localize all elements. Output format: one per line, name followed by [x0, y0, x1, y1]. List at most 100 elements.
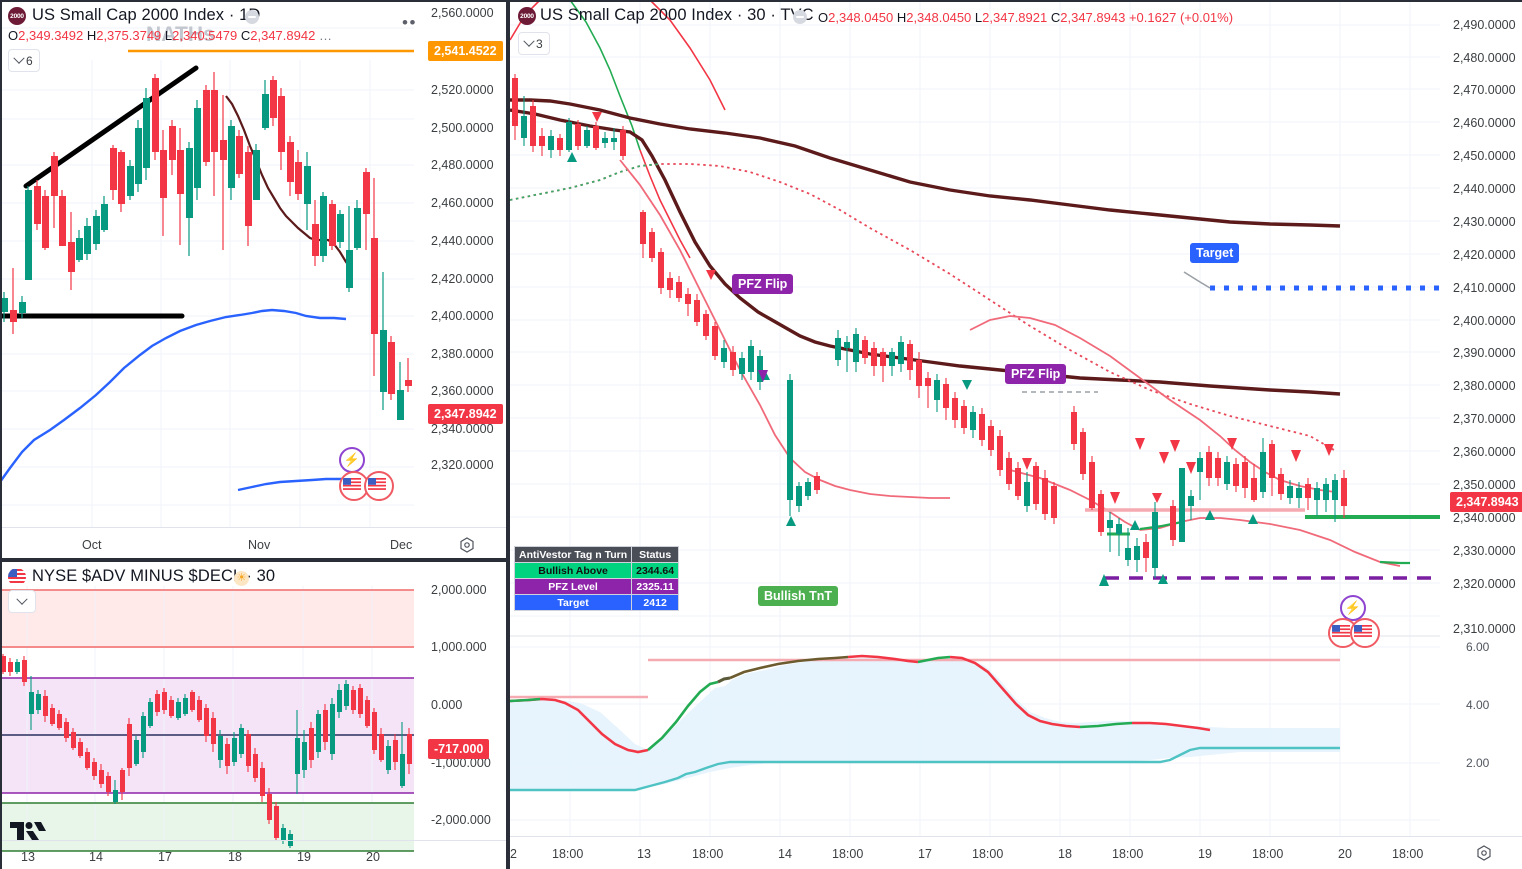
breadth-chart-grid: [0, 586, 414, 852]
ohlc-h-label: H: [896, 10, 907, 25]
annotation-bullish-tnt[interactable]: Bullish TnT: [758, 586, 839, 606]
annotation-target[interactable]: Target: [1190, 243, 1240, 263]
legend-label: Bullish Above: [513, 562, 633, 579]
value-tick: 2,000.000: [431, 583, 487, 597]
left-visibility-toggle-icon[interactable]: [245, 10, 259, 24]
left-interval-chip[interactable]: 6: [8, 49, 40, 72]
price-tick: 2,490.0000: [1453, 18, 1516, 32]
time-tick: 18:00: [552, 847, 584, 861]
breadth-chart-title[interactable]: NYSE $ADV MINUS $DECL · 30: [32, 567, 276, 585]
right-last-price-badge[interactable]: 2,347.8943: [1450, 492, 1522, 512]
legend-label: Target: [513, 594, 633, 611]
left-chart-title[interactable]: US Small Cap 2000 Index · 1D: [32, 6, 261, 24]
time-tick: 14: [89, 850, 103, 864]
left-lightning-marker-icon[interactable]: ⚡: [339, 447, 365, 473]
breadth-value-axis[interactable]: 2,000.000 1,000.000 0.000 -1,000.000 -2,…: [415, 562, 509, 840]
right-lightning-marker-icon[interactable]: ⚡: [1340, 595, 1366, 621]
pfz-dotted-line: [510, 163, 1335, 451]
price-tick: 2,560.0000: [431, 6, 494, 20]
right-price-axis[interactable]: 2,490.0000 2,480.0000 2,470.0000 2,460.0…: [1441, 0, 1522, 836]
time-tick: 2: [510, 847, 517, 861]
breadth-candlesticks: [1, 654, 412, 848]
time-tick: 18:00: [832, 847, 864, 861]
right-visibility-toggle-icon[interactable]: [793, 10, 807, 24]
left-price-axis-settings-icon[interactable]: [459, 537, 475, 553]
right-time-axis-divider: [510, 836, 1522, 837]
right-chart-title[interactable]: US Small Cap 2000 Index · 30 · TVC: [540, 6, 814, 24]
ohlc-o-value: 2,349.3492: [18, 28, 84, 43]
left-last-price-badge[interactable]: 2,347.8942: [428, 404, 503, 424]
price-tick: 2,370.0000: [1453, 412, 1516, 426]
time-tick: 14: [778, 847, 792, 861]
price-tick: 2,480.0000: [1453, 51, 1516, 65]
price-tick: 2,310.0000: [1453, 622, 1516, 636]
left-daily-chart-panel: NATHs 2000 US Small Cap 2000 Index · 1D …: [0, 0, 509, 563]
ohlc-o-label: O: [8, 28, 19, 43]
ohlc-c-label: C: [240, 28, 251, 43]
breadth-last-value-badge[interactable]: -717.000: [428, 739, 490, 759]
ohlc-l-value: 2,347.8921: [982, 10, 1048, 25]
price-tick: 2,410.0000: [1453, 281, 1516, 295]
left-us-flag-marker-2-icon[interactable]: [364, 471, 394, 501]
left-price-axis[interactable]: 2,560.0000 2,520.0000 2,500.0000 2,480.0…: [415, 0, 509, 553]
workspace-top-border: [0, 0, 1522, 2]
right-chart-settings-icon[interactable]: [1476, 845, 1492, 861]
time-tick: 13: [637, 847, 651, 861]
left-orange-level-badge[interactable]: 2,541.4522: [428, 41, 503, 61]
ohlc-c-label: C: [1050, 10, 1061, 25]
annotation-pfz-flip-2[interactable]: PFZ Flip: [1005, 364, 1067, 384]
osc-tick: 4.00: [1466, 698, 1490, 712]
right-intraday-chart-panel: 2000 US Small Cap 2000 Index · 30 · TVC …: [510, 0, 1522, 869]
annotation-pfz-flip-1[interactable]: PFZ Flip: [732, 274, 794, 294]
breadth-collapse-chip[interactable]: [8, 590, 36, 613]
us-flag-svg: [343, 478, 361, 490]
legend-header-status: Status: [631, 546, 680, 563]
left-chart-watermark: NATHs: [146, 23, 215, 46]
value-tick: -2,000.000: [431, 813, 491, 827]
us-flag-svg: [1332, 625, 1350, 637]
price-tick: 2,380.0000: [1453, 379, 1516, 393]
ohlc-l-label: L: [974, 10, 983, 25]
price-tick: 2,320.0000: [1453, 577, 1516, 591]
right-interval-chip[interactable]: 3: [518, 32, 550, 55]
price-tick: 2,420.0000: [431, 272, 494, 286]
workspace-left-border: [0, 0, 2, 869]
left-blue-moving-average-2: [237, 477, 352, 492]
chevron-down-icon: [16, 593, 28, 605]
left-chart-grid: [0, 27, 414, 527]
legend-header-indicator: AntiVestor Tag n Turn: [513, 546, 633, 563]
panel-splitter[interactable]: [506, 0, 510, 869]
time-tick: 18: [1058, 847, 1072, 861]
time-tick: 20: [366, 850, 380, 864]
time-tick: 19: [1198, 847, 1212, 861]
dark-red-ma-upper: [510, 98, 1341, 228]
legend-row-bullish-above: Bullish Above 2344.64: [513, 562, 680, 579]
price-tick: 2,360.0000: [1453, 445, 1516, 459]
time-tick: Nov: [248, 538, 271, 552]
price-tick: 2,450.0000: [1453, 149, 1516, 163]
legend-row-pfz-level: PFZ Level 2325.11: [513, 578, 680, 595]
us-flag-svg: [8, 568, 26, 586]
chevron-down-icon: [523, 35, 535, 47]
ohlc-l-value: 2,340.5479: [172, 28, 238, 43]
price-tick: 2,350.0000: [1453, 478, 1516, 492]
left-candlesticks: [1, 72, 412, 420]
time-tick: 17: [918, 847, 932, 861]
right-us-flag-marker-2-icon[interactable]: [1350, 618, 1380, 648]
ohlc-o-value: 2,348.0450: [828, 10, 894, 25]
time-tick: 18: [228, 850, 242, 864]
left-interval-value: 6: [26, 53, 33, 68]
time-tick: 18:00: [1392, 847, 1424, 861]
price-tick: 2,400.0000: [1453, 314, 1516, 328]
time-tick: 18:00: [972, 847, 1004, 861]
legend-header-row: AntiVestor Tag n Turn Status: [513, 546, 680, 563]
time-tick: 20: [1338, 847, 1352, 861]
ohlc-h-value: 2,375.3749: [96, 28, 162, 43]
price-tick: 2,440.0000: [431, 234, 494, 248]
tradingview-logo[interactable]: [10, 820, 46, 842]
price-tick: 2,460.0000: [1453, 116, 1516, 130]
price-tick: 2,320.0000: [431, 458, 494, 472]
ohlc-ellipsis[interactable]: …: [318, 28, 332, 43]
legend-value: 2344.64: [631, 562, 680, 579]
